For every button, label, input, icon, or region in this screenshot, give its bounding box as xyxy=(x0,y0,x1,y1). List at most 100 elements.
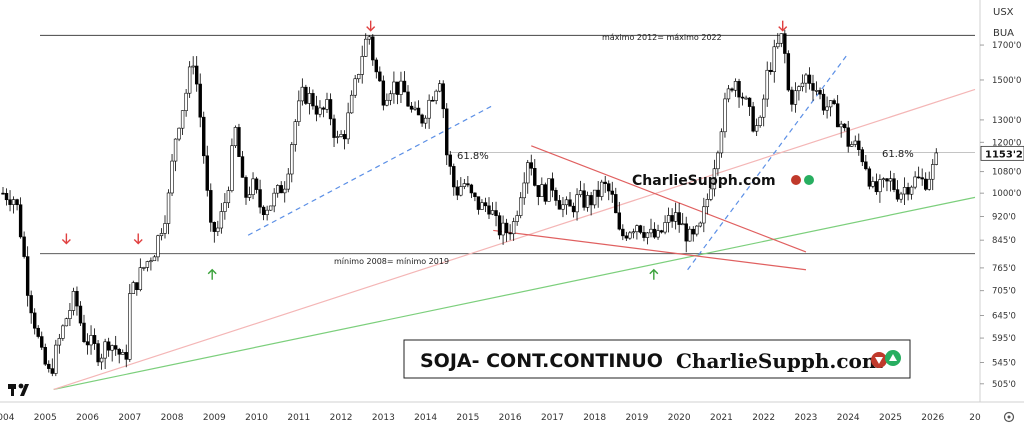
candle-body xyxy=(254,178,259,190)
candle-body xyxy=(518,197,523,216)
candle-body xyxy=(135,282,139,291)
candle-body xyxy=(871,181,875,187)
y-tick-label: 705'0 xyxy=(992,287,1016,297)
candle-body xyxy=(32,312,37,329)
candle-body xyxy=(473,192,477,197)
trend-line xyxy=(53,196,976,390)
candle-body xyxy=(50,368,55,374)
candle-body xyxy=(367,36,371,40)
candle-body xyxy=(927,178,931,190)
y-tick-label: 1080'0 xyxy=(992,168,1021,178)
watermark: CharlieSupph.com xyxy=(632,173,814,189)
candle-body xyxy=(395,81,400,95)
candle-body xyxy=(106,341,111,351)
drawn-lines-layer xyxy=(40,34,976,390)
candle-body xyxy=(825,106,829,111)
candle-body xyxy=(670,215,674,222)
candle-body xyxy=(733,81,738,91)
candle-body xyxy=(300,86,305,102)
watermark-up-icon xyxy=(804,175,814,185)
candle-body xyxy=(607,183,611,192)
candle-body xyxy=(71,291,76,311)
trend-line xyxy=(53,88,976,390)
x-tick-label: 2023 xyxy=(795,413,818,423)
candle-body xyxy=(283,188,287,194)
candle-body xyxy=(666,215,671,223)
candle-body xyxy=(349,94,354,114)
candle-body xyxy=(807,74,812,84)
candle-body xyxy=(335,136,340,138)
candle-body xyxy=(772,46,776,72)
candle-body xyxy=(261,206,266,216)
candle-body xyxy=(290,144,294,175)
candle-body xyxy=(371,36,375,61)
y-tick-label: 1200'0 xyxy=(992,138,1021,148)
candle-body xyxy=(899,193,903,200)
banner-brand: CharlieSupph.com xyxy=(676,349,883,373)
down-arrow-head-icon xyxy=(366,26,376,32)
candle-body xyxy=(177,127,181,140)
y-tick-label: 595'0 xyxy=(992,334,1016,344)
candle-body xyxy=(170,160,174,194)
candle-body xyxy=(564,199,569,206)
candle-body xyxy=(649,228,653,234)
down-arrow-head-icon xyxy=(778,26,788,32)
candle-body xyxy=(483,202,488,207)
candle-body xyxy=(233,127,238,147)
x-tick-label: 2020 xyxy=(668,413,691,423)
candle-body xyxy=(719,131,724,154)
tv-logo xyxy=(8,383,29,396)
candle-body xyxy=(399,80,403,95)
candle-body xyxy=(402,80,407,93)
candle-body xyxy=(550,178,555,191)
candle-body xyxy=(226,190,231,204)
candle-body xyxy=(765,69,769,100)
candle-body xyxy=(43,347,47,365)
up-arrow-head-icon xyxy=(649,268,659,275)
x-tick-label: 2015 xyxy=(456,413,479,423)
x-tick-label: 2024 xyxy=(837,413,860,423)
candle-body xyxy=(529,162,533,169)
candle-body xyxy=(385,99,389,106)
candle-body xyxy=(923,178,928,190)
candle-body xyxy=(804,74,808,84)
candle-body xyxy=(846,127,850,147)
candle-body xyxy=(244,177,248,198)
candle-body xyxy=(504,222,509,234)
candle-body xyxy=(8,199,12,205)
x-tick-label: 2008 xyxy=(161,413,184,423)
price-axis[interactable]: 1700'0 1500'0 1300'0 1200'0 1080'0 1000'0 920'… xyxy=(980,41,1021,390)
candle-body xyxy=(776,42,780,48)
candle-body xyxy=(455,186,460,196)
candle-body xyxy=(388,93,393,101)
candle-body xyxy=(459,186,463,196)
candle-body xyxy=(515,215,519,222)
x-tick-label: 2014 xyxy=(414,413,437,423)
settings-icon[interactable] xyxy=(1003,411,1015,423)
y-tick-label: 645'0 xyxy=(992,312,1016,322)
x-tick-label: 2005 xyxy=(34,413,57,423)
candle-body xyxy=(494,210,498,216)
candle-body xyxy=(346,112,350,140)
candle-body xyxy=(462,183,467,187)
candle-body xyxy=(152,256,157,262)
candle-body xyxy=(25,256,30,296)
candle-body xyxy=(744,97,748,100)
currency-label[interactable]: BUA xyxy=(993,28,1014,39)
candle-body xyxy=(47,363,51,369)
candle-body xyxy=(677,212,681,225)
candle-body xyxy=(445,108,449,156)
candle-body xyxy=(582,190,586,208)
candle-body xyxy=(842,123,847,129)
candle-body xyxy=(916,176,921,179)
candle-body xyxy=(82,322,86,342)
symbol-label[interactable]: USX xyxy=(993,7,1014,18)
candle-body xyxy=(663,222,667,233)
x-tick-label: 2007 xyxy=(118,413,141,423)
candle-body xyxy=(36,327,40,337)
candle-body xyxy=(575,194,579,213)
